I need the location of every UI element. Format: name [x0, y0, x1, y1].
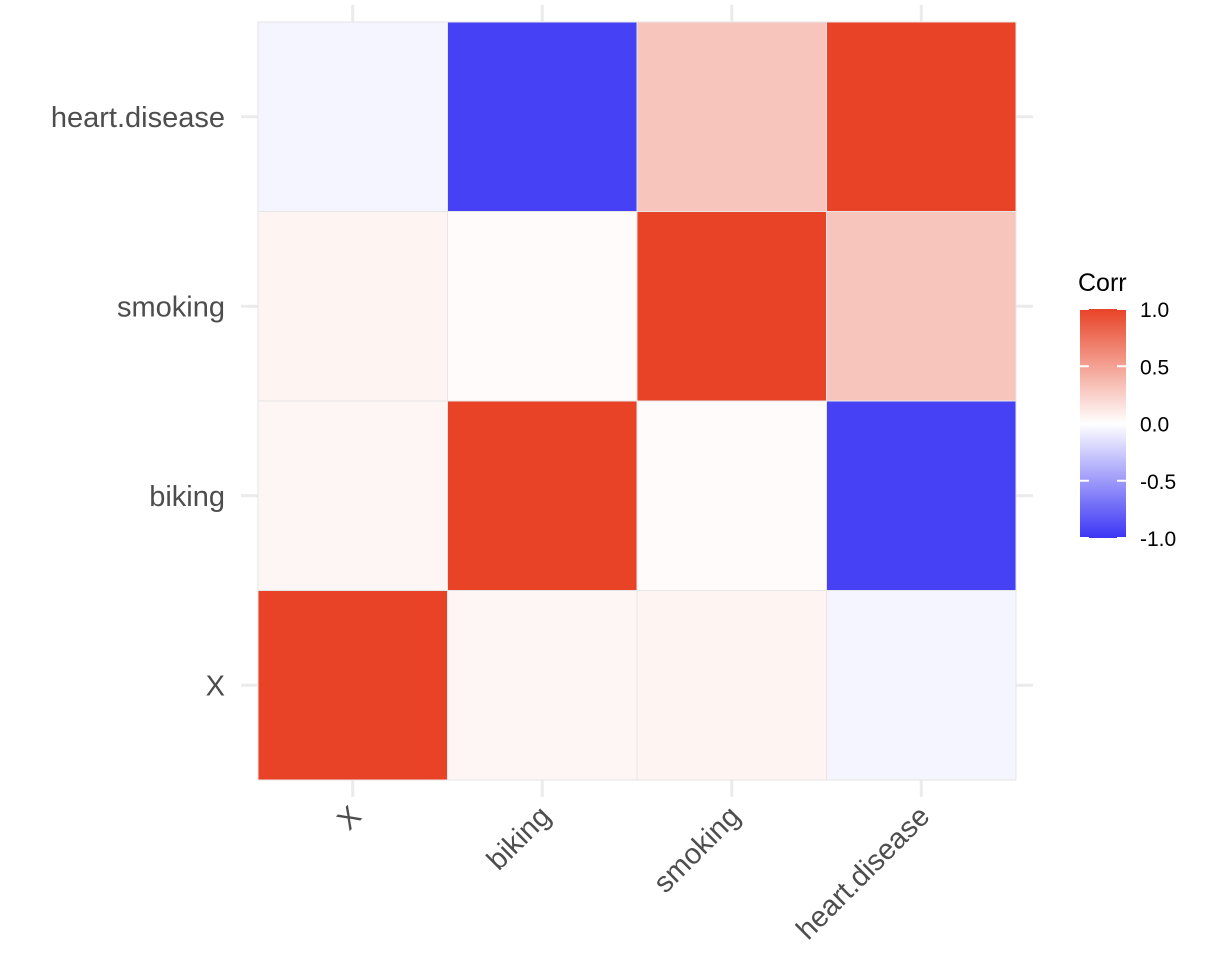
legend-tick-label: -1.0	[1140, 528, 1176, 551]
heatmap-cell	[257, 21, 448, 212]
heatmap-cell	[257, 590, 448, 781]
heatmap-cell	[447, 400, 638, 591]
legend-ticks: 1.0 0.5 0.0 -0.5 -1.0	[1080, 299, 1176, 551]
legend-tick-label: 0.0	[1140, 414, 1169, 437]
heatmap-cell	[257, 211, 448, 402]
y-tick-label: smoking	[117, 291, 225, 323]
heatmap-cell	[826, 211, 1017, 402]
heatmap-cell	[447, 211, 638, 402]
heatmap-cell	[826, 590, 1017, 781]
legend-tick-label: 0.5	[1140, 356, 1169, 379]
x-tick-label: biking	[481, 800, 557, 876]
legend: Corr 1.0 0.5 0.0 -0.5 -1.0	[1078, 269, 1176, 551]
heatmap-cell	[636, 590, 827, 781]
heatmap-cell	[636, 21, 827, 212]
x-tick-label: heart.disease	[790, 800, 936, 946]
heatmap-cell	[447, 21, 638, 212]
heatmap-cell	[257, 400, 448, 591]
legend-title: Corr	[1078, 269, 1127, 297]
x-tick-label: smoking	[648, 800, 747, 899]
x-tick-label: X	[331, 800, 367, 836]
heatmap-cells	[257, 21, 1017, 781]
heatmap-cell	[826, 21, 1017, 212]
y-tick-label: X	[206, 670, 225, 702]
y-tick-label: biking	[149, 481, 225, 513]
heatmap-cell	[636, 400, 827, 591]
heatmap-cell	[447, 590, 638, 781]
legend-tick-label: -0.5	[1140, 471, 1176, 494]
legend-tick-label: 1.0	[1140, 299, 1169, 322]
heatmap-cell	[636, 211, 827, 402]
y-tick-label: heart.disease	[51, 102, 225, 134]
heatmap-cell	[826, 400, 1017, 591]
